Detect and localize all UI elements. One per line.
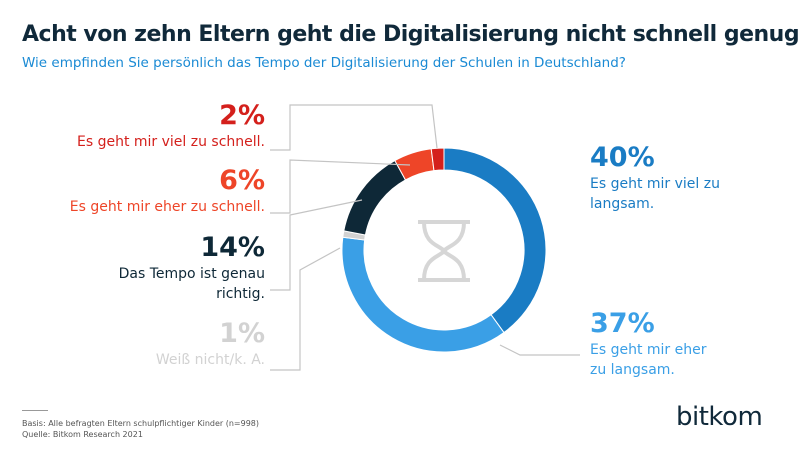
slice-label: 40% Es geht mir viel zu langsam. [590, 142, 740, 214]
connector-line [499, 344, 580, 356]
donut-segment [343, 159, 407, 236]
connector-line [270, 104, 438, 151]
connector-line [270, 199, 363, 291]
logo: bitkom [676, 402, 763, 432]
category-label: Es geht mir eher zu schnell. [69, 199, 265, 215]
footnote-line: Basis: Alle befragten Eltern schulpflich… [22, 419, 260, 428]
category-label: Es geht mir viel zu schnell. [76, 134, 265, 150]
chart-subtitle: Wie empfinden Sie persönlich das Tempo d… [22, 55, 626, 71]
category-label: Es geht mir viel zu langsam. [590, 176, 720, 212]
value-label: 6% [219, 165, 265, 196]
chart-title: Acht von zehn Eltern geht die Digitalisi… [22, 22, 800, 47]
value-label: 14% [200, 232, 265, 263]
footnote-rule [22, 410, 48, 411]
connector-line [270, 159, 411, 214]
connector-line [270, 247, 341, 371]
slice-label: 6% Es geht mir eher zu schnell. [40, 165, 265, 217]
value-label: 1% [219, 318, 265, 349]
category-label: Weiß nicht/k. A. [155, 352, 265, 368]
slice-label: 1% Weiß nicht/k. A. [100, 318, 265, 370]
donut-segment [341, 236, 505, 353]
category-label: Es geht mir eher zu langsam. [590, 342, 707, 378]
category-label: Das Tempo ist genau richtig. [118, 266, 265, 302]
slice-label: 37% Es geht mir eher zu langsam. [590, 308, 720, 380]
value-label: 2% [219, 100, 265, 131]
value-label: 37% [590, 308, 655, 339]
slice-label: 14% Das Tempo ist genau richtig. [100, 232, 265, 304]
footnote: Basis: Alle befragten Eltern schulpflich… [22, 418, 259, 440]
slice-label: 2% Es geht mir viel zu schnell. [40, 100, 265, 152]
footnote-line: Quelle: Bitkom Research 2021 [22, 430, 143, 439]
value-label: 40% [590, 142, 655, 173]
donut-segment [430, 147, 445, 172]
hourglass-icon [418, 220, 470, 282]
